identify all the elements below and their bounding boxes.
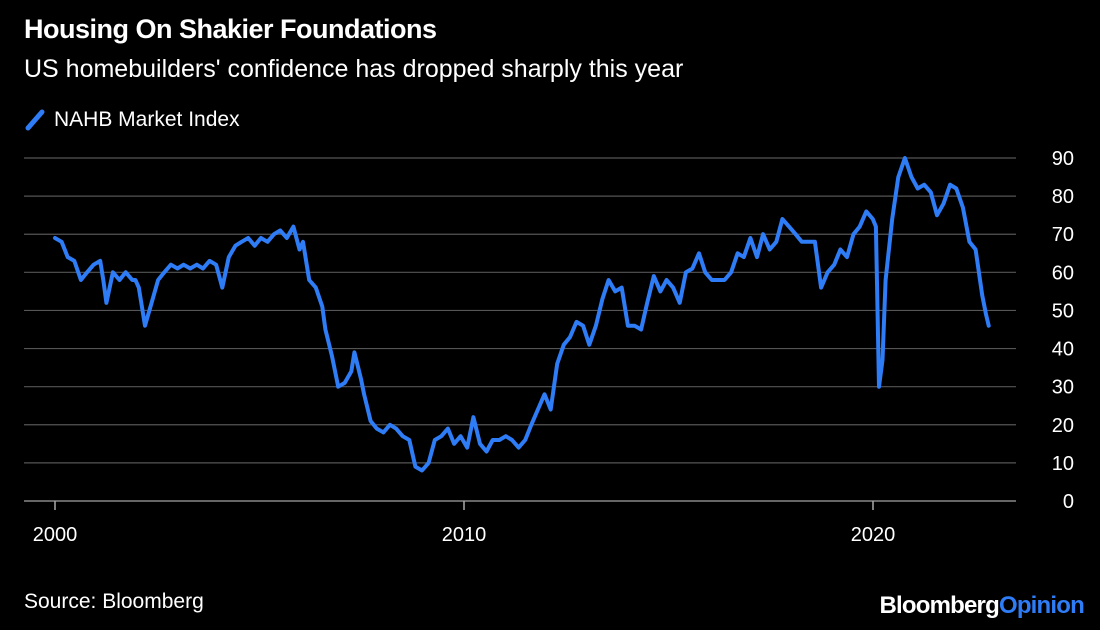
y-tick-label: 20	[1052, 415, 1074, 437]
legend: NAHB Market Index	[24, 108, 240, 132]
legend-label: NAHB Market Index	[54, 108, 240, 131]
y-tick-label: 50	[1052, 300, 1074, 322]
brand-accent: Opinion	[998, 592, 1085, 619]
y-tick-label: 0	[1063, 491, 1074, 513]
y-tick-label: 70	[1052, 224, 1074, 246]
series-line-0	[53, 156, 991, 473]
y-tick-label: 10	[1052, 453, 1074, 475]
x-tick-label: 2000	[33, 524, 78, 546]
chart-title: Housing On Shakier Foundations	[24, 14, 437, 44]
y-tick-label: 60	[1052, 262, 1074, 284]
source-note: Source: Bloomberg	[24, 590, 204, 613]
chart-subtitle: US homebuilders' confidence has dropped …	[24, 55, 684, 83]
legend-swatch-icon	[25, 109, 45, 131]
y-tick-label: 30	[1052, 377, 1074, 399]
y-tick-label: 40	[1052, 339, 1074, 361]
brand-main: Bloomberg	[879, 592, 999, 619]
x-tick-label: 2020	[851, 524, 896, 546]
y-tick-label: 90	[1052, 148, 1074, 170]
x-tick-label: 2010	[442, 524, 487, 546]
y-tick-label: 80	[1052, 186, 1074, 208]
brand-logo: BloombergOpinion	[879, 592, 1084, 620]
